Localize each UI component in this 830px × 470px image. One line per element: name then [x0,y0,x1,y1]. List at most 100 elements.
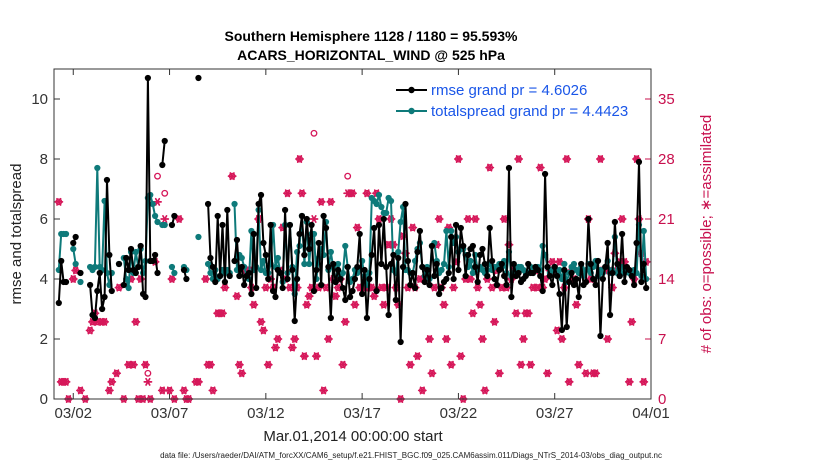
rmse-point [476,251,484,259]
rmse-point [464,251,472,259]
asterisk-stroke [145,377,151,386]
rmse-point [356,230,363,238]
asterisk-stroke [154,197,161,206]
obs-assimilated-marker [449,283,459,292]
rmse-point [597,332,604,340]
asterisk-stroke [410,223,416,232]
x-tick-label: 03/22 [440,405,478,422]
spread-point [207,269,214,277]
asterisk-stroke [556,257,563,266]
asterisk-stroke [318,197,324,206]
asterisk-stroke [407,360,413,369]
rmse-point [631,281,638,289]
rmse-point [390,251,397,259]
spread-point [70,245,77,253]
asterisk-stroke [263,283,269,292]
asterisk-stroke [73,266,79,275]
asterisk-stroke [236,360,243,369]
obs-assimilated-marker [574,360,584,369]
obs-assimilated-marker [555,257,564,266]
obs-assimilated-marker [362,189,372,198]
legend: rmse grand pr = 4.6026 totalspread grand… [396,82,628,120]
y-tick-label: 8 [40,151,48,168]
x-tick-label: 03/12 [247,405,285,422]
asterisk-stroke [106,386,113,395]
rmse-point [402,200,409,208]
rmse-point [599,275,606,283]
asterisk-stroke [472,215,478,223]
asterisk-stroke [130,360,137,369]
rmse-point [303,215,310,223]
rmse-point [77,269,84,277]
x-axis-ticks: 03/02 03/07 03/12 03/17 03/22 03/27 04/01 [54,69,670,422]
spread-point [72,260,79,268]
spread-point [204,260,212,268]
rmse-point [551,263,558,271]
legend-spread-label: totalspread grand pr = 4.4423 [431,103,628,120]
asterisk-stroke [592,369,599,378]
rmse-point [606,311,614,319]
rmse-point [573,275,580,283]
asterisk-stroke [426,335,433,343]
obs-assimilated-marker [340,317,350,326]
rmse-point [541,170,549,178]
obs-assimilated-marker [429,283,439,292]
rmse-point [452,221,460,229]
asterisk-stroke [566,377,572,386]
asterisk-stroke [272,343,279,352]
obs-assimilated-marker [485,163,495,172]
obs-assimilated-marker [446,360,456,369]
legend-rmse-label: rmse grand pr = 4.6026 [431,82,587,99]
obs-assimilated-marker [523,309,533,318]
asterisk-stroke [537,163,543,172]
asterisk-stroke [332,292,339,301]
asterisk-stroke [284,189,291,198]
asterisk-stroke [325,335,332,343]
obs-assimilated-marker [562,155,572,163]
rmse-point [284,275,291,283]
rmse-point [127,245,135,253]
rmse-point [460,242,467,250]
rmse-point [592,281,599,289]
x-tick-label: 03/02 [54,405,92,422]
obs-assimilated-marker [441,335,451,343]
obs-assimilated-marker [466,275,475,283]
asterisk-stroke [641,377,647,386]
obs-assimilated-marker [323,335,333,343]
asterisk-stroke [369,283,375,292]
rmse-point [431,272,438,280]
spread-point [154,218,161,226]
rmse-point [255,200,262,208]
rmse-point [392,296,399,304]
asterisk-stroke [544,369,551,378]
spread-point [327,248,334,256]
spread-point [306,260,313,268]
rmse-point [330,260,337,268]
asterisk-stroke [222,283,228,292]
obs-assimilated-marker [107,377,117,386]
rmse-point [310,287,318,295]
rmse-point [361,266,368,274]
rmse-point [525,260,532,268]
obs-assimilated-marker [547,257,557,266]
obs-assimilated-marker [434,215,444,223]
rmse-point [481,260,488,268]
rmse-point [351,275,359,283]
obs-assimilated-marker [408,223,418,232]
rmse-point [558,326,566,334]
rmse-point [265,275,272,283]
rmse-point [635,158,643,166]
rmse-point [643,284,650,292]
asterisk-stroke [443,335,450,343]
rmse-point [626,266,633,274]
obs-assimilated-marker [617,215,627,223]
asterisk-stroke [431,283,437,292]
rmse-point [611,218,618,226]
asterisk-stroke [299,189,305,198]
rmse-point [409,269,416,277]
obs-assimilated-marker [85,326,95,335]
rmse-point [269,287,277,295]
asterisk-stroke [489,283,495,292]
rmse-point [614,260,621,268]
spread-point [274,254,281,262]
